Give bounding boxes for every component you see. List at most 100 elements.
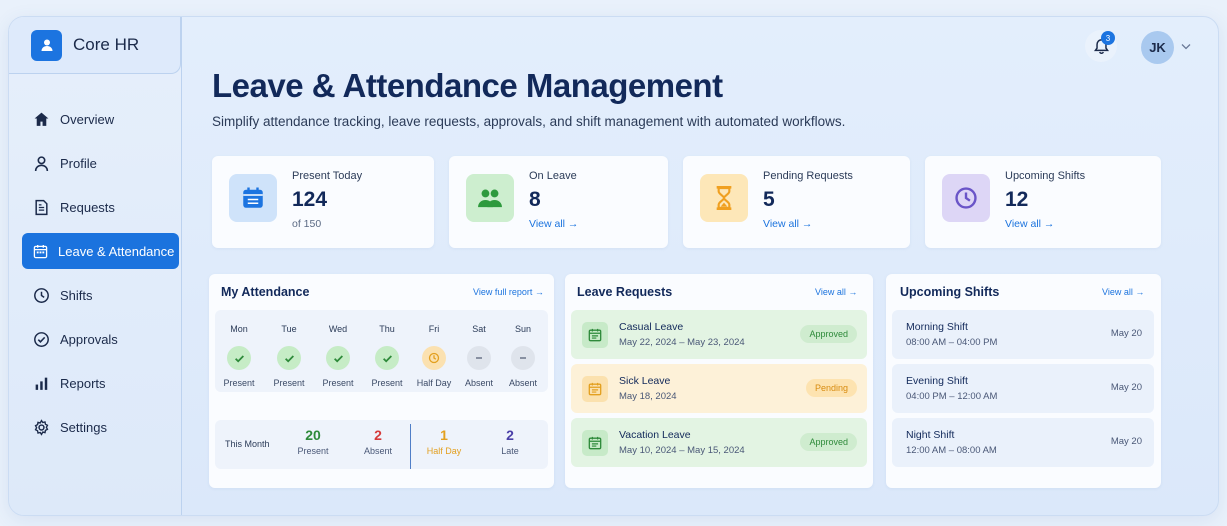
view-all-link[interactable]: View all → [763, 218, 813, 230]
sidebar-item-settings[interactable]: Settings [22, 409, 179, 445]
sidebar-item-shifts[interactable]: Shifts [22, 277, 179, 313]
stat-value: 1 [440, 427, 448, 443]
calendar-icon [582, 430, 608, 456]
sidebar-item-leave-attendance[interactable]: Leave & Attendance [22, 233, 179, 269]
shift-row[interactable]: Evening Shift 04:00 PM – 12:00 AM May 20 [892, 364, 1154, 413]
shift-date: May 20 [1110, 382, 1142, 393]
stat-label: Absent [363, 446, 393, 456]
stat-value: 8 [529, 188, 541, 211]
leave-type: Casual Leave [619, 321, 684, 333]
day-status: Present [371, 378, 403, 388]
day-sat[interactable]: Sat Absent [455, 310, 503, 392]
check-circle-icon [34, 331, 49, 347]
day-name: Mon [230, 324, 248, 334]
month-stat-present: 20 Present [278, 427, 348, 456]
app-window: Core HR Overview Profile Requests Leave … [8, 16, 1219, 516]
sidebar-item-label: Overview [60, 111, 115, 127]
sidebar-item-approvals[interactable]: Approvals [22, 321, 179, 357]
day-wed[interactable]: Wed Present [314, 310, 362, 392]
panel-title: Upcoming Shifts [900, 285, 1000, 299]
present-check-icon [227, 346, 251, 370]
view-all-link[interactable]: View all → [815, 287, 858, 297]
home-icon [34, 112, 49, 126]
hourglass-icon [716, 186, 732, 210]
day-status: Present [273, 378, 305, 388]
sidebar-item-label: Requests [60, 199, 115, 215]
monthly-summary: This Month 20 Present 2 Absent 1 Half Da… [215, 420, 548, 469]
day-status: Absent [508, 378, 538, 388]
sidebar-item-profile[interactable]: Profile [22, 145, 179, 181]
leave-requests-panel: Leave Requests View all → Casual Leave M… [565, 274, 873, 488]
shift-name: Night Shift [906, 429, 955, 441]
leave-request-row[interactable]: Casual Leave May 22, 2024 – May 23, 2024… [571, 310, 867, 359]
user-icon [34, 155, 49, 171]
clock-icon [34, 287, 49, 303]
month-stat-late: 2 Late [475, 427, 545, 456]
page-subtitle: Simplify attendance tracking, leave requ… [212, 114, 846, 129]
shift-date: May 20 [1110, 436, 1142, 447]
gear-icon [34, 418, 49, 436]
month-stat-absent: 2 Absent [343, 427, 413, 456]
bar-chart-icon [35, 377, 48, 390]
stat-value: 2 [374, 427, 382, 443]
panel-title: My Attendance [221, 285, 310, 299]
stat-value: 5 [763, 188, 775, 211]
page-title: Leave & Attendance Management [212, 67, 723, 104]
day-thu[interactable]: Thu Present [363, 310, 411, 392]
stat-icon-bg [700, 174, 748, 222]
absent-dash-icon [511, 346, 535, 370]
shift-row[interactable]: Morning Shift 08:00 AM – 04:00 PM May 20 [892, 310, 1154, 359]
present-check-icon [375, 346, 399, 370]
day-status: Half Day [416, 378, 452, 388]
sidebar-item-overview[interactable]: Overview [22, 101, 179, 137]
stat-card-pending-requests: Pending Requests 5 View all → [683, 156, 910, 248]
shift-time: 08:00 AM – 04:00 PM [906, 337, 998, 348]
leave-request-row[interactable]: Sick Leave May 18, 2024 Pending [571, 364, 867, 413]
sidebar-item-label: Settings [60, 419, 107, 435]
stat-value: 2 [506, 427, 514, 443]
avatar[interactable]: JK [1141, 31, 1174, 64]
view-all-link[interactable]: View all → [1102, 287, 1145, 297]
divider [410, 424, 411, 469]
sidebar-item-reports[interactable]: Reports [22, 365, 179, 401]
present-check-icon [277, 346, 301, 370]
shift-row[interactable]: Night Shift 12:00 AM – 08:00 AM May 20 [892, 418, 1154, 467]
view-all-link[interactable]: View all → [1005, 218, 1055, 230]
stat-label: On Leave [529, 170, 577, 182]
attendance-week: Mon Present Tue Present Wed Present Thu … [215, 310, 548, 392]
stat-icon-bg [466, 174, 514, 222]
brand[interactable]: Core HR [9, 17, 181, 74]
upcoming-shifts-panel: Upcoming Shifts View all → Morning Shift… [886, 274, 1161, 488]
people-icon [478, 189, 502, 208]
calendar-icon [582, 322, 608, 348]
day-fri[interactable]: Fri Half Day [410, 310, 458, 392]
stat-value: 124 [292, 188, 328, 211]
day-status: Present [322, 378, 354, 388]
leave-type: Vacation Leave [619, 429, 691, 441]
shift-name: Evening Shift [906, 375, 968, 387]
shift-time: 12:00 AM – 08:00 AM [906, 445, 997, 456]
stat-icon-bg [942, 174, 990, 222]
stat-icon-bg [229, 174, 277, 222]
shift-date: May 20 [1110, 328, 1142, 339]
month-label: This Month [225, 439, 270, 449]
status-badge: Approved [800, 325, 857, 343]
status-badge: Pending [805, 379, 857, 397]
month-stat-half-day: 1 Half Day [409, 427, 479, 456]
day-tue[interactable]: Tue Present [265, 310, 313, 392]
chevron-down-icon[interactable] [1181, 43, 1191, 50]
sidebar-item-requests[interactable]: Requests [22, 189, 179, 225]
day-sun[interactable]: Sun Absent [499, 310, 547, 392]
stat-card-upcoming-shifts: Upcoming Shifts 12 View all → [925, 156, 1161, 248]
absent-dash-icon [467, 346, 491, 370]
panel-title: Leave Requests [577, 285, 673, 299]
view-full-report-link[interactable]: View full report → [473, 287, 544, 297]
sidebar-item-label: Profile [60, 155, 97, 171]
view-all-link[interactable]: View all → [529, 218, 579, 230]
leave-request-row[interactable]: Vacation Leave May 10, 2024 – May 15, 20… [571, 418, 867, 467]
user-logo-icon [31, 29, 62, 61]
sidebar-item-label: Shifts [60, 287, 93, 303]
present-check-icon [326, 346, 350, 370]
day-mon[interactable]: Mon Present [215, 310, 263, 392]
stat-value: 20 [305, 427, 321, 443]
